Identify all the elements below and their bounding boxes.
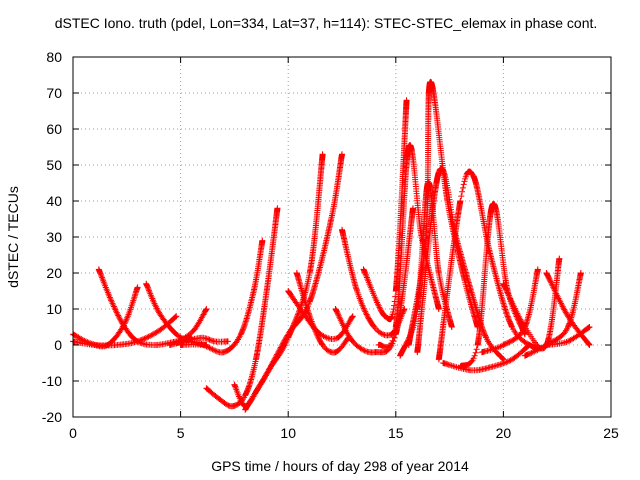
plus-markers (543, 324, 593, 348)
x-tick-label: 10 (280, 425, 296, 441)
y-tick-label: 30 (46, 229, 62, 245)
plus-markers (203, 205, 281, 410)
series-arc6 (173, 306, 210, 347)
x-tick-label: 5 (177, 425, 185, 441)
plus-markers (478, 266, 541, 356)
data-points (70, 78, 593, 413)
plus-markers (375, 142, 442, 351)
y-tick-label: 0 (54, 337, 62, 353)
x-tick-label: 0 (69, 425, 77, 441)
series-arc7 (177, 237, 266, 356)
series-arc27 (543, 324, 593, 348)
series-arc8 (203, 205, 281, 410)
y-tick-label: 70 (46, 85, 62, 101)
grid-lines (73, 57, 611, 417)
series-arc22 (440, 342, 533, 374)
y-axis-label: dSTEC / TECUs (5, 186, 21, 288)
x-tick-label: 15 (388, 425, 404, 441)
y-tick-label: 80 (46, 49, 62, 65)
y-tick-label: 50 (46, 157, 62, 173)
x-tick-label: 20 (496, 425, 512, 441)
plus-markers (173, 306, 210, 347)
plus-markers (177, 237, 266, 356)
series-arc12 (293, 270, 352, 356)
y-tick-label: 10 (46, 301, 62, 317)
y-tick-label: 20 (46, 265, 62, 281)
y-tick-label: 40 (46, 193, 62, 209)
axis-ticks: 0 5 10 15 20 25 -20 -10 0 10 20 30 40 50 60 70 80 (42, 49, 619, 441)
x-axis-label: GPS time / hours of day 298 of year 2014 (211, 458, 469, 474)
x-tick-label: 25 (603, 425, 619, 441)
chart-title: dSTEC Iono. truth (pdel, Lon=334, Lat=37… (55, 15, 598, 31)
plus-markers (293, 270, 352, 356)
y-tick-label: -10 (42, 373, 62, 389)
plus-markers (440, 342, 533, 374)
y-tick-label: -20 (42, 409, 62, 425)
series-arc16 (375, 142, 442, 351)
series-arc23 (478, 266, 541, 356)
y-tick-label: 60 (46, 121, 62, 137)
